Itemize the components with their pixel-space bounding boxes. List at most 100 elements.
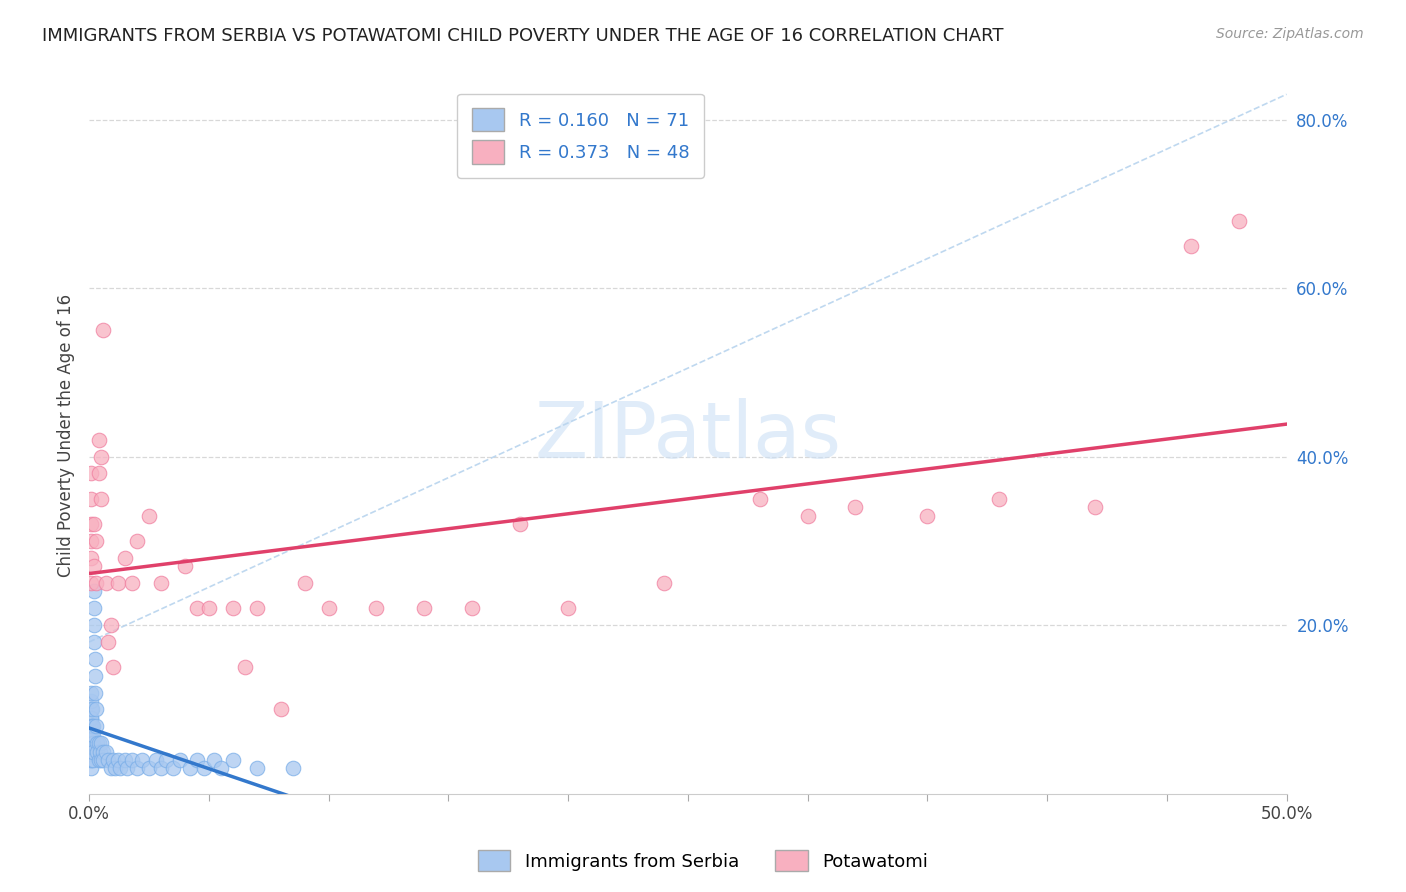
Point [114, 753, 136, 767]
Point [198, 601, 221, 615]
Point [101, 753, 124, 767]
Point [318, 601, 340, 615]
Point [79, 702, 101, 716]
Point [80, 533, 103, 548]
Point [107, 576, 129, 591]
Point [87, 467, 110, 481]
Text: Source: ZipAtlas.com: Source: ZipAtlas.com [1216, 27, 1364, 41]
Point [988, 491, 1011, 506]
Point [83, 652, 105, 666]
Point [82, 753, 104, 767]
Point [80, 694, 103, 708]
Point [94, 745, 117, 759]
Point [509, 516, 531, 531]
Point [90, 450, 112, 464]
Point [138, 508, 160, 523]
Point [104, 761, 127, 775]
Point [90, 753, 112, 767]
Point [79, 745, 101, 759]
Point [79, 736, 101, 750]
Point [169, 753, 191, 767]
Point [80, 516, 103, 531]
Point [145, 753, 167, 767]
Point [89, 745, 111, 759]
Point [281, 761, 304, 775]
Point [84, 719, 107, 733]
Point [80, 745, 103, 759]
Point [917, 508, 939, 523]
Point [93, 323, 115, 337]
Point [413, 601, 436, 615]
Point [82, 745, 104, 759]
Legend: Immigrants from Serbia, Potawatomi: Immigrants from Serbia, Potawatomi [471, 843, 935, 879]
Point [100, 618, 122, 632]
Y-axis label: Child Poverty Under the Age of 16: Child Poverty Under the Age of 16 [58, 294, 75, 577]
Point [1084, 500, 1107, 515]
Point [186, 753, 208, 767]
Point [80, 761, 103, 775]
Point [844, 500, 866, 515]
Point [796, 508, 818, 523]
Point [97, 753, 120, 767]
Point [80, 550, 103, 565]
Point [87, 433, 110, 447]
Point [155, 753, 177, 767]
Point [1227, 213, 1250, 227]
Point [80, 711, 103, 725]
Text: ZIPatlas: ZIPatlas [534, 398, 841, 474]
Point [101, 660, 124, 674]
Point [83, 601, 105, 615]
Text: IMMIGRANTS FROM SERBIA VS POTAWATOMI CHILD POVERTY UNDER THE AGE OF 16 CORRELATI: IMMIGRANTS FROM SERBIA VS POTAWATOMI CHI… [42, 27, 1004, 45]
Point [209, 761, 232, 775]
Point [94, 576, 117, 591]
Point [149, 761, 172, 775]
Point [108, 761, 131, 775]
Point [80, 685, 103, 699]
Point [222, 601, 245, 615]
Point [82, 736, 104, 750]
Point [84, 576, 107, 591]
Point [80, 711, 103, 725]
Legend: R = 0.160   N = 71, R = 0.373   N = 48: R = 0.160 N = 71, R = 0.373 N = 48 [457, 94, 704, 178]
Point [82, 719, 104, 733]
Point [83, 635, 105, 649]
Point [173, 559, 195, 574]
Point [93, 753, 115, 767]
Point [83, 516, 105, 531]
Point [82, 736, 104, 750]
Point [149, 576, 172, 591]
Point [97, 635, 120, 649]
Point [82, 728, 104, 742]
Point [84, 533, 107, 548]
Point [186, 601, 208, 615]
Point [80, 728, 103, 742]
Point [80, 491, 103, 506]
Point [86, 736, 108, 750]
Point [557, 601, 579, 615]
Point [87, 736, 110, 750]
Point [202, 753, 225, 767]
Point [80, 736, 103, 750]
Point [162, 761, 184, 775]
Point [80, 728, 103, 742]
Point [246, 761, 269, 775]
Point [121, 753, 143, 767]
Point [80, 719, 103, 733]
Point [80, 753, 103, 767]
Point [90, 491, 112, 506]
Point [1180, 239, 1202, 253]
Point [294, 576, 316, 591]
Point [107, 753, 129, 767]
Point [80, 467, 103, 481]
Point [93, 745, 115, 759]
Point [80, 745, 103, 759]
Point [138, 761, 160, 775]
Point [84, 685, 107, 699]
Point [125, 761, 148, 775]
Point [233, 660, 256, 674]
Point [83, 618, 105, 632]
Point [652, 576, 675, 591]
Point [84, 702, 107, 716]
Point [80, 719, 103, 733]
Point [86, 745, 108, 759]
